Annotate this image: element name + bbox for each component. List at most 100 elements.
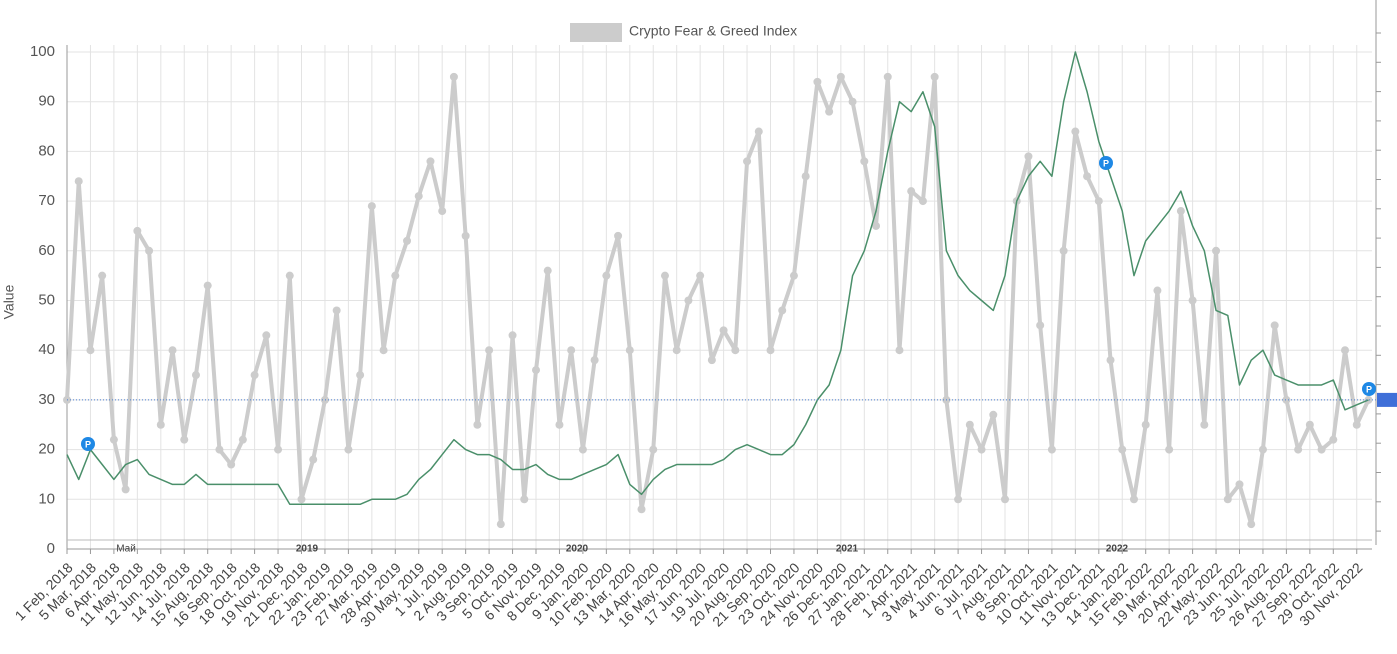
index-point [1329, 435, 1338, 444]
y-tick-label: 90 [38, 93, 55, 110]
index-point [918, 197, 927, 206]
index-point [344, 445, 353, 454]
y-tick-label: 0 [47, 540, 55, 557]
index-point [731, 346, 740, 355]
index-point [227, 460, 236, 469]
marker-badge [1099, 156, 1113, 170]
time-label: 2021 [836, 544, 859, 555]
marker-badge [81, 437, 95, 451]
y-tick-label: 60 [38, 242, 55, 259]
index-point [274, 445, 283, 454]
index-point [356, 371, 365, 380]
marker-label: P [85, 439, 91, 449]
marker-label: P [1366, 384, 1372, 394]
index-point [789, 271, 798, 280]
index-point [320, 395, 329, 404]
index-point [696, 271, 705, 280]
index-point [602, 271, 611, 280]
index-point [895, 346, 904, 355]
index-point [1317, 445, 1326, 454]
index-point [86, 346, 95, 355]
index-point [1235, 480, 1244, 489]
index-point [309, 455, 318, 464]
index-point [238, 435, 247, 444]
y-tick-label: 100 [30, 43, 55, 60]
index-point [614, 231, 623, 240]
index-point [660, 271, 669, 280]
y-tick-label: 30 [38, 391, 55, 408]
legend-swatch[interactable] [570, 23, 622, 42]
index-point [743, 157, 752, 166]
index-point [1165, 445, 1174, 454]
index-point [1341, 346, 1350, 355]
index-point [133, 226, 142, 235]
index-point [1083, 172, 1092, 181]
index-point [367, 202, 376, 211]
y-tick-label: 80 [38, 142, 55, 159]
time-label: 2019 [296, 544, 319, 555]
y-tick-label: 70 [38, 192, 55, 209]
index-point [907, 187, 916, 196]
index-point [1282, 395, 1291, 404]
index-point [1001, 495, 1009, 504]
index-point [1212, 246, 1221, 255]
index-point [332, 306, 341, 315]
index-point [1094, 197, 1103, 206]
index-point [860, 157, 869, 166]
index-point [403, 236, 412, 245]
time-label: 2020 [566, 544, 589, 555]
time-label: 2022 [1106, 544, 1129, 555]
index-point [1141, 420, 1150, 429]
index-point [379, 346, 388, 355]
y-tick-label: 50 [38, 291, 55, 308]
index-point [485, 346, 494, 355]
index-point [766, 346, 775, 355]
index-point [121, 485, 130, 494]
index-point [1129, 495, 1138, 504]
legend-label[interactable]: Crypto Fear & Greed Index [629, 23, 797, 39]
index-point [285, 271, 294, 280]
index-point [1176, 207, 1185, 216]
index-point [977, 445, 986, 454]
index-point [180, 435, 189, 444]
index-point [684, 296, 693, 305]
index-point [872, 221, 881, 230]
y-tick-label: 20 [38, 441, 55, 458]
index-point [109, 435, 118, 444]
index-point [461, 231, 470, 240]
index-point [1223, 495, 1232, 504]
index-point [578, 445, 587, 454]
index-point [954, 495, 963, 504]
index-point [649, 445, 658, 454]
index-point [168, 346, 177, 355]
index-point [813, 77, 822, 86]
y-tick-label: 10 [38, 490, 55, 507]
index-point [883, 72, 892, 81]
index-point [1200, 420, 1209, 429]
index-point [989, 410, 998, 419]
index-point [555, 420, 564, 429]
index-point [508, 331, 517, 340]
index-point [719, 326, 728, 335]
price-level-tag [1377, 392, 1397, 407]
index-point [801, 172, 810, 181]
marker-badge [1362, 382, 1376, 396]
y-axis-label: Value [1, 284, 17, 319]
index-point [250, 371, 259, 380]
time-label: Май [116, 544, 136, 555]
index-point [215, 445, 224, 454]
index-point [848, 97, 857, 106]
index-point [836, 72, 845, 81]
index-point [203, 281, 212, 290]
index-point [1294, 445, 1303, 454]
index-point [1247, 520, 1256, 529]
index-point [1118, 445, 1127, 454]
index-point [707, 356, 716, 365]
index-point [1270, 321, 1279, 330]
index-point [1047, 445, 1056, 454]
index-point [625, 346, 634, 355]
index-point [532, 366, 540, 375]
index-point [825, 107, 834, 116]
index-point [262, 331, 271, 340]
